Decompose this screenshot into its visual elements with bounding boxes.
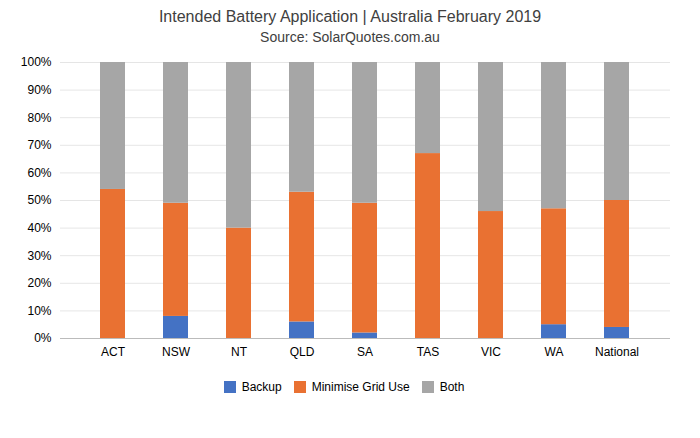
svg-text:VIC: VIC xyxy=(481,346,501,360)
svg-text:National: National xyxy=(595,346,639,360)
svg-text:70%: 70% xyxy=(27,139,51,153)
html-text:Both: Both xyxy=(439,380,465,394)
svg-text:90%: 90% xyxy=(27,83,51,97)
svg-text:20%: 20% xyxy=(27,277,51,291)
svg-text:ACT: ACT xyxy=(101,346,126,360)
svg-text:NSW: NSW xyxy=(162,346,191,360)
html-text:Backup: Backup xyxy=(241,380,282,394)
svg-text:WA: WA xyxy=(545,346,564,360)
svg-text:SA: SA xyxy=(357,346,373,360)
html-text:Source: SolarQuotes.com.au: Source: SolarQuotes.com.au xyxy=(260,28,440,45)
svg-text:60%: 60% xyxy=(27,166,51,180)
svg-text:QLD: QLD xyxy=(290,346,315,360)
svg-text:NT: NT xyxy=(231,346,248,360)
svg-text:80%: 80% xyxy=(27,111,51,125)
svg-text:100%: 100% xyxy=(21,56,52,70)
svg-text:40%: 40% xyxy=(27,221,51,235)
svg-text:0%: 0% xyxy=(34,332,52,346)
svg-text:10%: 10% xyxy=(27,304,51,318)
svg-text:30%: 30% xyxy=(27,249,51,263)
svg-text:50%: 50% xyxy=(27,194,51,208)
svg-text:TAS: TAS xyxy=(417,346,439,360)
html-text:Intended Battery Application |: Intended Battery Application | Australia… xyxy=(158,8,542,25)
html-text:Minimise Grid Use: Minimise Grid Use xyxy=(311,380,410,394)
